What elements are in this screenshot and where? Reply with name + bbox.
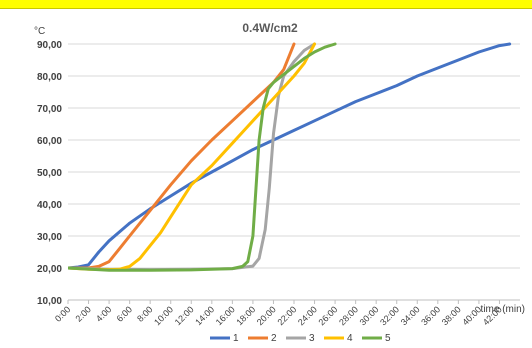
legend-label-2: 2 bbox=[271, 333, 277, 344]
x-tick-label: 36:00 bbox=[419, 304, 442, 327]
x-tick-label: 10:00 bbox=[152, 304, 175, 327]
legend: 1 2 3 4 5 bbox=[210, 333, 391, 344]
x-tick-label: 20:00 bbox=[255, 304, 278, 327]
series-lines bbox=[68, 42, 512, 272]
x-tick-label: 28:00 bbox=[337, 304, 360, 327]
x-tick-label: 26:00 bbox=[317, 304, 340, 327]
y-tick-label: 50,00 bbox=[37, 168, 62, 179]
y-tick-label: 30,00 bbox=[37, 232, 62, 243]
x-tick-label: 34:00 bbox=[399, 304, 422, 327]
x-tick-label: 30:00 bbox=[358, 304, 381, 327]
x-tick-label: 24:00 bbox=[296, 304, 319, 327]
legend-label-1: 1 bbox=[233, 333, 239, 344]
y-tick-label: 40,00 bbox=[37, 200, 62, 211]
y-tick-label: 60,00 bbox=[37, 136, 62, 147]
x-tick-label: 14:00 bbox=[193, 304, 216, 327]
y-tick-label: 90,00 bbox=[37, 40, 62, 51]
chart-title: 0.4W/cm2 bbox=[242, 21, 298, 35]
x-tick-label: 12:00 bbox=[173, 304, 196, 327]
gridlines bbox=[68, 43, 520, 269]
series-line-1 bbox=[68, 42, 512, 270]
legend-label-3: 3 bbox=[309, 333, 315, 344]
x-tick-label: 38:00 bbox=[440, 304, 463, 327]
x-tick-label: 6:00 bbox=[115, 304, 134, 323]
x-tick-label: 4:00 bbox=[94, 304, 113, 323]
y-axis-unit: °C bbox=[34, 26, 45, 37]
y-tick-label: 20,00 bbox=[37, 264, 62, 275]
y-tick-label: 70,00 bbox=[37, 104, 62, 115]
x-tick-label: 0:00 bbox=[53, 304, 72, 323]
series-line-2 bbox=[68, 42, 296, 270]
y-tick-label: 80,00 bbox=[37, 72, 62, 83]
legend-label-5: 5 bbox=[385, 333, 391, 344]
x-tick-label: 18:00 bbox=[234, 304, 257, 327]
x-axis-label: time (min) bbox=[481, 304, 525, 315]
axes bbox=[67, 299, 520, 304]
x-tick-label: 16:00 bbox=[214, 304, 237, 327]
series-line-5 bbox=[68, 42, 337, 272]
x-tick-label: 32:00 bbox=[378, 304, 401, 327]
x-tick-label: 2:00 bbox=[73, 304, 92, 323]
x-tick-label: 22:00 bbox=[275, 304, 298, 327]
highlight-strip bbox=[0, 0, 532, 9]
legend-label-4: 4 bbox=[347, 333, 353, 344]
y-tick-label: 10,00 bbox=[37, 296, 62, 307]
